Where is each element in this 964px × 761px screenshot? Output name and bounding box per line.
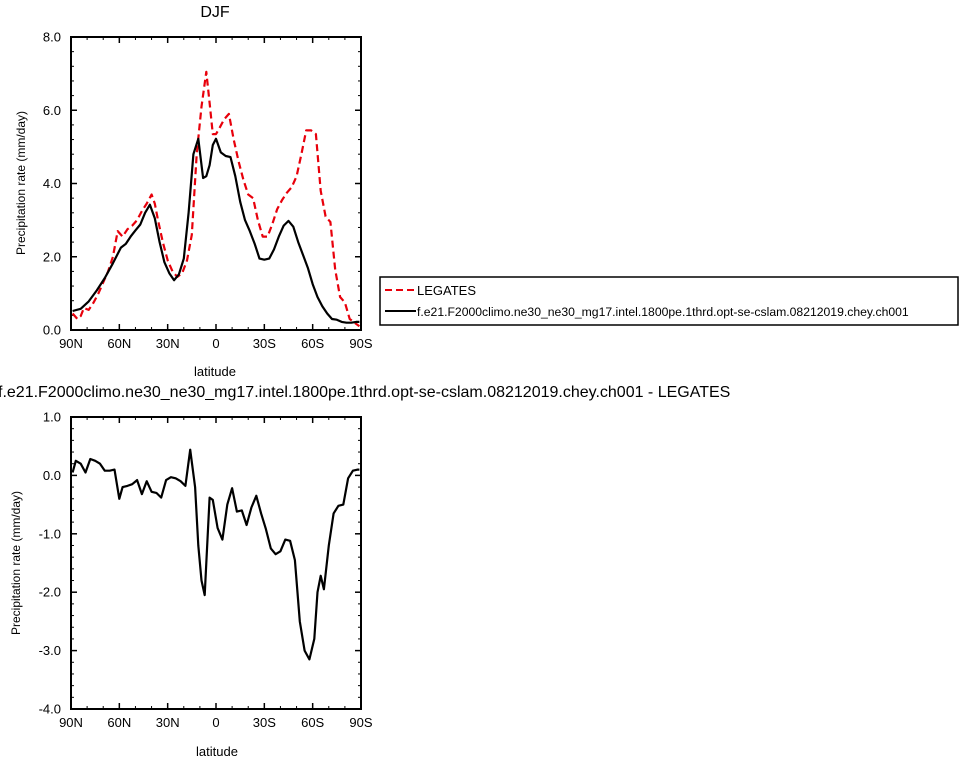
x-tick-label: 30S xyxy=(253,336,276,351)
legend-label-model: f.e21.F2000climo.ne30_ne30_mg17.intel.18… xyxy=(417,305,909,319)
x-tick-label: 30N xyxy=(156,336,180,351)
legend-box xyxy=(379,276,959,326)
legend-label-legates: LEGATES xyxy=(417,283,476,298)
y-tick-label: -3.0 xyxy=(39,643,61,658)
y-tick-label: 0.0 xyxy=(43,468,61,483)
difference-panel: f.e21.F2000climo.ne30_ne30_mg17.intel.18… xyxy=(0,384,730,759)
x-axis-label: latitude xyxy=(194,364,236,379)
x-tick-label: 30N xyxy=(156,715,180,730)
x-tick-label: 0 xyxy=(212,336,219,351)
y-tick-label: -1.0 xyxy=(39,526,61,541)
plot-frame xyxy=(70,36,362,331)
x-axis-label: latitude xyxy=(196,744,238,759)
axis-ticks: 90N 60N 30N 0 30S 60S 90S 0.0 2.0 4.0 6.0 8.0 xyxy=(43,30,373,352)
x-tick-label: 90S xyxy=(349,336,372,351)
model-series-line xyxy=(72,137,360,324)
y-tick-label: 2.0 xyxy=(43,249,61,264)
x-tick-label: 0 xyxy=(212,715,219,730)
x-tick-label: 30S xyxy=(253,715,276,730)
series-lines xyxy=(71,448,360,661)
series-lines xyxy=(71,70,361,328)
x-tick-label: 60N xyxy=(107,336,131,351)
legates-series-line xyxy=(71,70,361,328)
y-tick-label: 8.0 xyxy=(43,30,61,45)
chart-title: DJF xyxy=(200,4,230,21)
y-tick-label: -2.0 xyxy=(39,585,61,600)
x-tick-label: 90S xyxy=(349,715,372,730)
x-tick-label: 60S xyxy=(301,336,324,351)
y-axis-label: Precipitation rate (mm/day) xyxy=(9,491,23,635)
plot-frame xyxy=(70,416,362,710)
x-tick-label: 60N xyxy=(107,715,131,730)
y-tick-label: -4.0 xyxy=(39,702,61,717)
x-tick-label: 90N xyxy=(59,336,83,351)
y-axis-label: Precipitation rate (mm/day) xyxy=(14,111,28,255)
mean-precip-panel: DJF Precipitation rate (mm/day) latitude… xyxy=(14,4,373,379)
legend: LEGATES f.e21.F2000climo.ne30_ne30_mg17.… xyxy=(379,276,959,326)
y-tick-label: 1.0 xyxy=(43,410,61,425)
y-tick-label: 4.0 xyxy=(43,176,61,191)
x-tick-label: 90N xyxy=(59,715,83,730)
y-tick-label: 0.0 xyxy=(43,323,61,338)
x-tick-label: 60S xyxy=(301,715,324,730)
model-series-line xyxy=(71,448,360,661)
chart-title: f.e21.F2000climo.ne30_ne30_mg17.intel.18… xyxy=(0,384,730,401)
y-tick-label: 6.0 xyxy=(43,103,61,118)
